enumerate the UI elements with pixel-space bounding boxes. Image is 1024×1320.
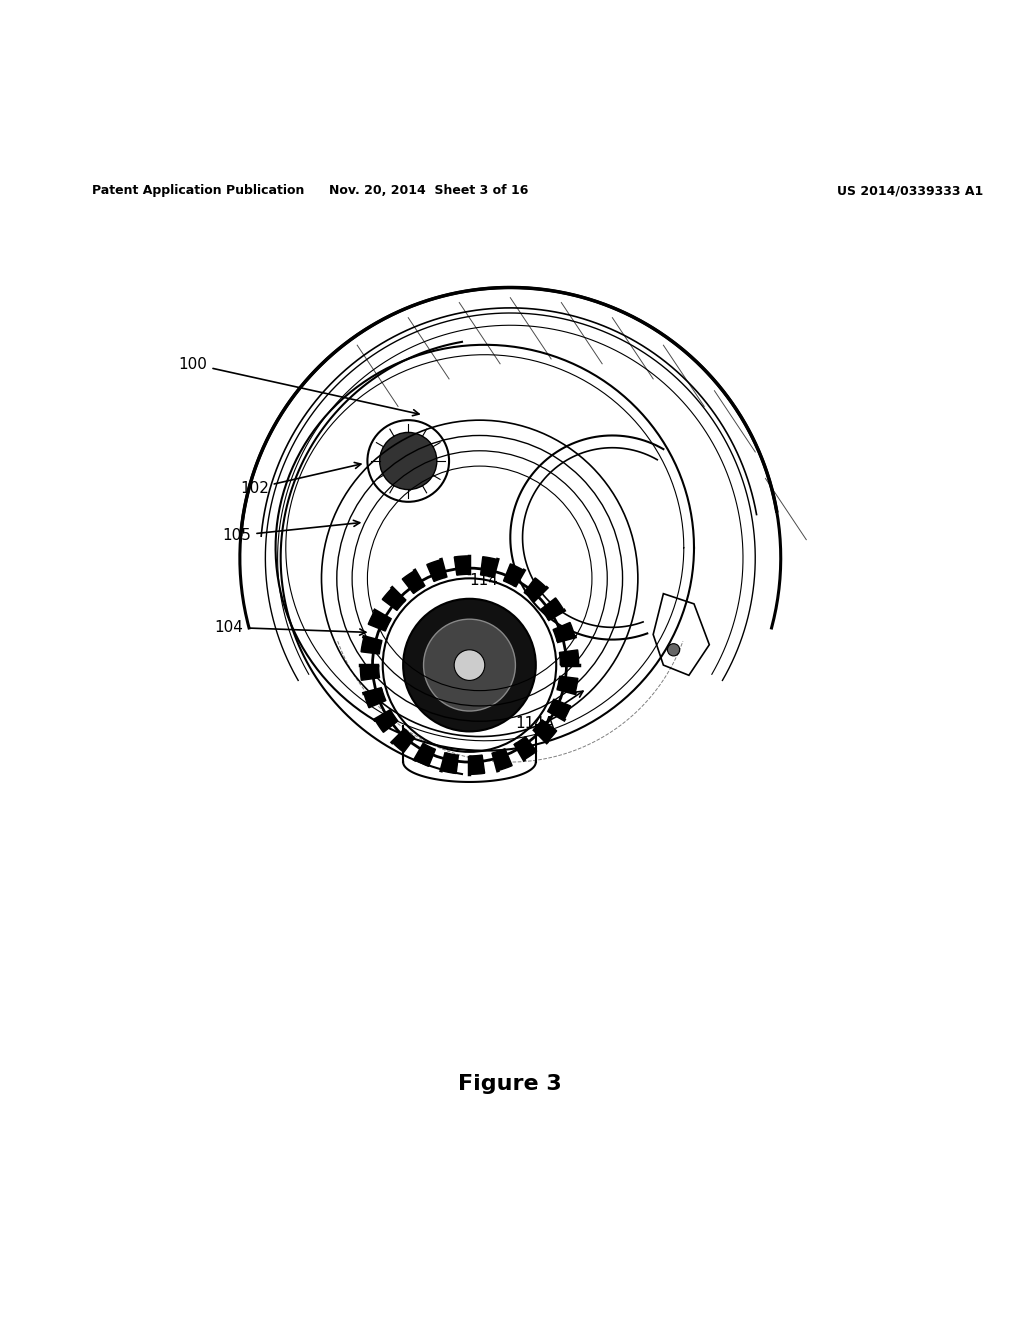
Wedge shape <box>524 578 547 601</box>
Wedge shape <box>559 649 579 665</box>
Wedge shape <box>493 748 512 771</box>
Wedge shape <box>375 710 398 733</box>
Wedge shape <box>534 719 557 742</box>
Wedge shape <box>392 730 415 752</box>
Wedge shape <box>557 676 578 693</box>
Text: Nov. 20, 2014  Sheet 3 of 16: Nov. 20, 2014 Sheet 3 of 16 <box>329 183 528 197</box>
Wedge shape <box>480 557 498 577</box>
Circle shape <box>424 619 515 711</box>
Wedge shape <box>415 743 435 767</box>
Text: 114A: 114A <box>515 692 583 731</box>
Circle shape <box>380 433 437 490</box>
Text: Figure 3: Figure 3 <box>459 1073 562 1093</box>
Wedge shape <box>455 556 469 576</box>
Text: 100: 100 <box>178 356 419 416</box>
Wedge shape <box>469 755 484 775</box>
Text: US 2014/0339333 A1: US 2014/0339333 A1 <box>837 183 983 197</box>
Text: 104: 104 <box>214 620 366 635</box>
Wedge shape <box>548 700 570 719</box>
Wedge shape <box>504 564 524 586</box>
Wedge shape <box>541 598 564 619</box>
Wedge shape <box>364 689 386 708</box>
Text: 114: 114 <box>469 569 499 587</box>
Circle shape <box>668 644 680 656</box>
Wedge shape <box>553 623 574 642</box>
Wedge shape <box>369 611 391 631</box>
Text: Patent Application Publication: Patent Application Publication <box>92 183 304 197</box>
Text: 105: 105 <box>222 520 359 543</box>
Wedge shape <box>427 560 446 582</box>
Wedge shape <box>382 587 406 610</box>
Wedge shape <box>402 570 424 594</box>
Wedge shape <box>360 665 380 680</box>
Text: 102: 102 <box>240 462 360 496</box>
Circle shape <box>455 649 484 680</box>
Wedge shape <box>361 636 382 653</box>
Circle shape <box>403 599 536 731</box>
Wedge shape <box>441 752 459 774</box>
Wedge shape <box>515 737 537 760</box>
